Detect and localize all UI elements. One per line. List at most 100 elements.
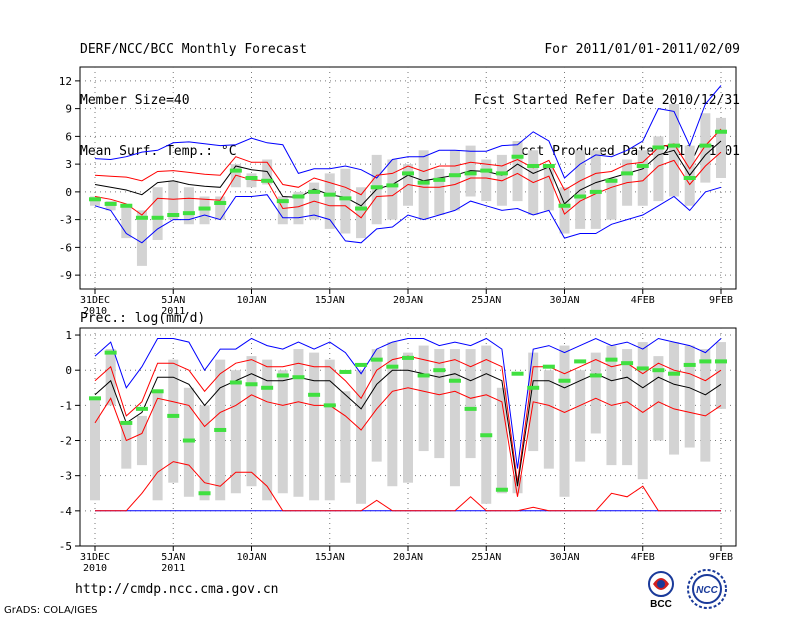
temp-xtick-label: 25JAN [471, 295, 501, 306]
prec-box [168, 359, 179, 483]
prec-median-bar [715, 359, 727, 364]
temp-box [340, 168, 351, 234]
temp-box [700, 113, 711, 183]
prec-lower-line [94, 387, 722, 497]
prec-mean-line [94, 369, 722, 487]
temp-median-bar [198, 206, 211, 211]
prec-box [418, 345, 429, 452]
prec-median-bar [605, 357, 618, 362]
ncc-logo-text: NCC [696, 585, 718, 596]
temp-ytick-label: -3 [59, 214, 72, 227]
grads-credit: GrADS: COLA/IGES [4, 605, 98, 616]
prec-box [105, 349, 116, 406]
prec-box [434, 349, 445, 459]
temp-box [168, 180, 179, 220]
prec-median-bar [261, 385, 274, 390]
temp-median-bar [683, 176, 696, 180]
temp-ytick-label: 6 [65, 130, 72, 143]
temp-median-bar [370, 185, 383, 190]
temp-median-bar [386, 183, 399, 188]
prec-box [199, 405, 210, 501]
ncc-logo: NCC [687, 569, 727, 609]
temp-median-bar [214, 200, 227, 205]
temp-median-bar [574, 194, 587, 199]
prec-median-bar [120, 420, 133, 425]
temp-box [653, 136, 664, 202]
prec-median-bar [245, 382, 258, 387]
prec-median-bar [574, 359, 587, 364]
temp-median-bar [261, 178, 274, 183]
prec-median-bar [589, 373, 602, 378]
prec-box [277, 370, 288, 494]
temp-median-bar [104, 201, 117, 206]
temp-ytick-label: 9 [65, 103, 72, 116]
temp-xtick-sublabel: 2011 [161, 306, 185, 317]
temp-ytick-label: 3 [65, 158, 72, 171]
temp-median-bar [245, 176, 258, 180]
prec-box [653, 356, 664, 441]
prec-box [637, 342, 648, 480]
temp-median-bar [636, 163, 649, 168]
temp-box [215, 196, 226, 220]
prec-median-bar [417, 373, 430, 378]
prec-median-bar [433, 368, 446, 373]
temp-median-bar [308, 189, 321, 194]
prec-median-bar [339, 369, 352, 374]
prec-xtick-label: 30JAN [549, 552, 579, 563]
temp-ytick-label: 0 [65, 186, 72, 199]
prec-box [356, 370, 367, 504]
temp-box [418, 150, 429, 220]
prec-median-bar [276, 373, 289, 378]
prec-ytick-label: -1 [59, 399, 72, 412]
temp-box [559, 187, 570, 234]
temp-xtick-sublabel: 2010 [83, 306, 107, 317]
prec-median-bar [370, 357, 383, 362]
temp-median-bar [511, 154, 524, 159]
temp-median-bar [323, 192, 336, 197]
prec-box [340, 391, 351, 483]
prec-median-bar [542, 364, 555, 369]
variable-title-prec: Prec.: log(mm/d) [80, 311, 205, 326]
prec-max-line [94, 337, 722, 469]
prec-median-bar [495, 487, 508, 492]
prec-box [669, 342, 680, 455]
temp-median-bar [668, 143, 681, 148]
source-url[interactable]: http://cmdp.ncc.cma.gov.cn [75, 582, 279, 597]
prec-median-bar [511, 371, 524, 376]
temp-median-bar [715, 129, 727, 134]
prec-xtick-label: 15JAN [315, 552, 345, 563]
prec-box [309, 352, 320, 501]
temp-min-line [94, 186, 722, 244]
temp-median-bar [417, 180, 430, 185]
temp-box [136, 210, 147, 266]
temp-median-bar [589, 189, 602, 194]
temp-median-bar [464, 171, 477, 176]
prec-xtick-label: 20JAN [393, 552, 423, 563]
prec-ytick-label: -5 [59, 540, 72, 553]
prec-median-bar [198, 491, 211, 496]
prec-box [90, 398, 100, 501]
prec-box [403, 352, 413, 483]
prec-ytick-label: 1 [65, 329, 72, 342]
temp-median-bar [542, 163, 555, 168]
prec-median-bar [151, 389, 164, 394]
prec-xtick-label: 9FEB [709, 552, 733, 563]
temp-box [277, 196, 288, 225]
prec-p10-line [95, 461, 721, 512]
temp-median-bar [339, 196, 352, 201]
temp-xtick-label: 15JAN [315, 295, 345, 306]
temp-median-bar [480, 168, 493, 173]
temp-median-bar [605, 178, 618, 183]
temp-median-bar [292, 194, 305, 199]
prec-median-bar [636, 366, 649, 371]
prec-median-bar [386, 364, 399, 369]
temp-upper-line [94, 128, 722, 196]
bcc-logo: BCC [648, 571, 674, 610]
prec-box [262, 359, 273, 501]
prec-box [496, 387, 507, 494]
temp-box [121, 203, 132, 239]
prec-median-bar [464, 406, 477, 411]
